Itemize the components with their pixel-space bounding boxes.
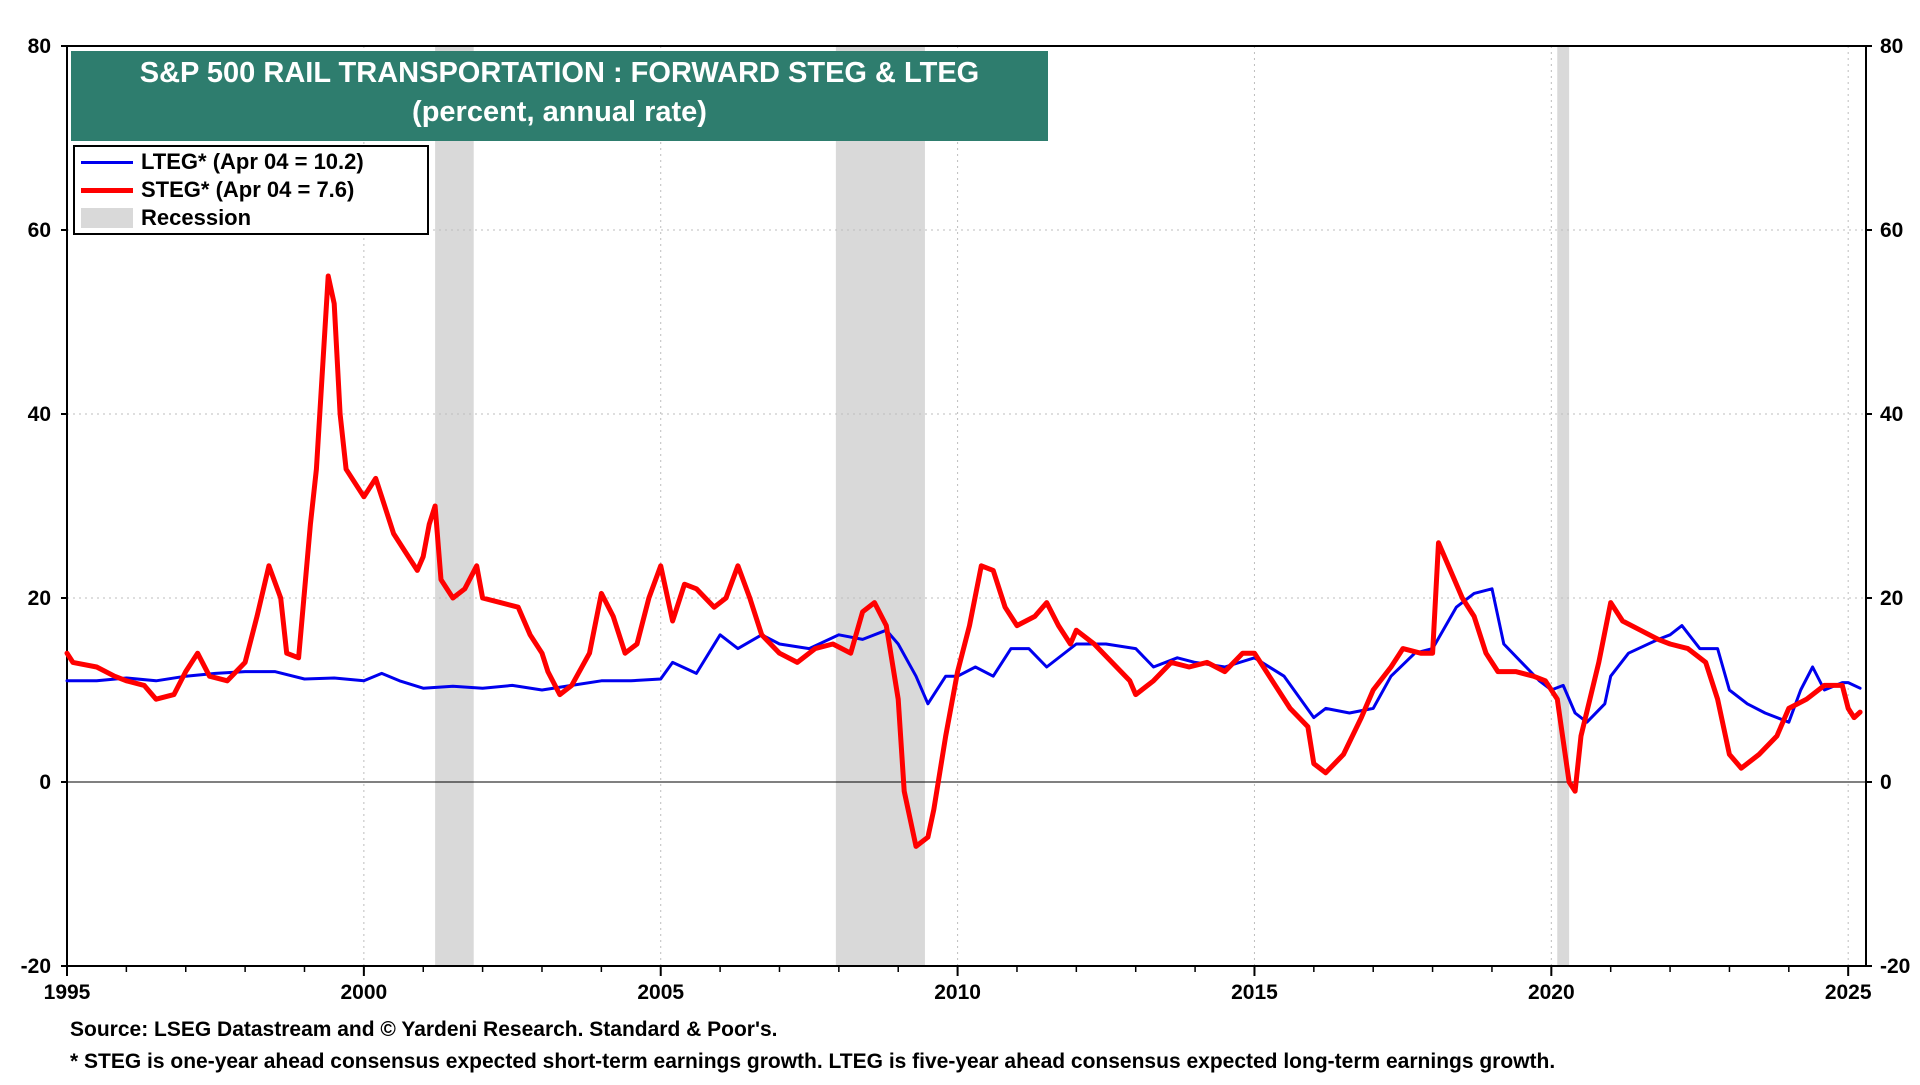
x-tick-label: 2020 [1528, 981, 1575, 1004]
recession-band [1557, 46, 1570, 966]
series-line-steg [64, 273, 1863, 849]
x-tick-label: 2010 [934, 981, 981, 1004]
x-tick-label: 1995 [44, 981, 91, 1004]
x-tick-label: 2025 [1825, 981, 1872, 1004]
y-tick-label-right: 60 [1880, 219, 1903, 242]
y-tick-label-left: -20 [21, 955, 51, 978]
chart-subtitle: (percent, annual rate) [412, 96, 707, 128]
legend: LTEG* (Apr 04 = 10.2) STEG* (Apr 04 = 7.… [73, 145, 429, 235]
legend-item-lteg: LTEG* (Apr 04 = 10.2) [81, 149, 364, 175]
y-tick-label-left: 80 [28, 35, 51, 58]
legend-label-steg: STEG* (Apr 04 = 7.6) [141, 177, 355, 202]
x-tick-label: 2005 [637, 981, 684, 1004]
x-tick-label: 2015 [1231, 981, 1278, 1004]
y-tick-label-right: -20 [1880, 955, 1910, 978]
y-tick-label-right: 20 [1880, 587, 1903, 610]
legend-swatch-recession [81, 208, 133, 228]
legend-swatch-steg [81, 187, 133, 193]
x-tick-label: 2000 [341, 981, 388, 1004]
y-tick-label-left: 40 [28, 403, 51, 426]
recession-layer [435, 46, 1570, 966]
chart-title-box: S&P 500 RAIL TRANSPORTATION : FORWARD ST… [71, 51, 1048, 141]
y-tick-label-right: 40 [1880, 403, 1903, 426]
y-tick-label-right: 80 [1880, 35, 1903, 58]
legend-swatch-lteg [81, 160, 133, 164]
legend-label-recession: Recession [141, 205, 252, 230]
legend-label-lteg: LTEG* (Apr 04 = 10.2) [141, 149, 364, 174]
y-tick-label-left: 20 [28, 587, 51, 610]
chart-title: S&P 500 RAIL TRANSPORTATION : FORWARD ST… [139, 57, 980, 89]
grid-layer [67, 46, 1866, 966]
y-tick-label-left: 60 [28, 219, 51, 242]
recession-band [435, 46, 474, 966]
plot-frame [66, 45, 1867, 967]
definition-note: * STEG is one-year ahead consensus expec… [70, 1050, 1556, 1073]
legend-item-recession: Recession [81, 205, 251, 231]
y-tick-label-left: 0 [39, 771, 51, 794]
series-layer [64, 273, 1863, 849]
legend-item-steg: STEG* (Apr 04 = 7.6) [81, 177, 354, 203]
source-note: Source: LSEG Datastream and © Yardeni Re… [70, 1018, 778, 1041]
y-tick-label-right: 0 [1880, 771, 1892, 794]
